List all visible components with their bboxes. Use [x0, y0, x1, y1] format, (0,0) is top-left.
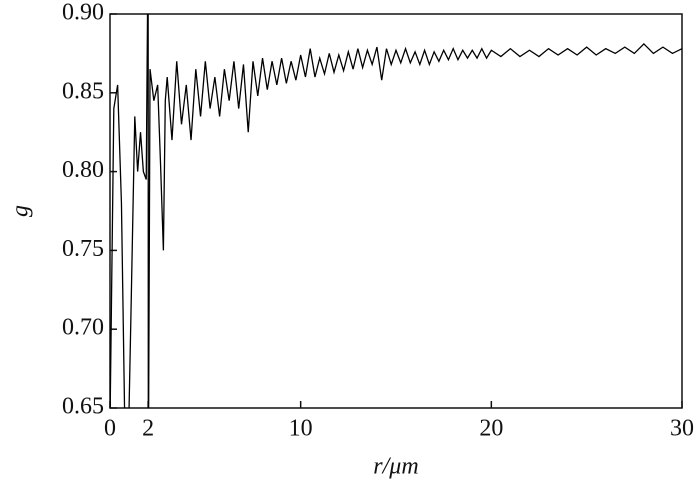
x-axis-label: r/μm [373, 454, 418, 480]
data-line [110, 14, 682, 408]
y-axis-label: g [8, 205, 34, 217]
plot-frame [109, 13, 683, 409]
y-tick-label: 0.80 [62, 157, 104, 183]
x-tick-label: 30 [670, 416, 694, 442]
y-tick-label: 0.90 [62, 0, 104, 26]
x-tick-label: 20 [479, 416, 503, 442]
x-tick-label: 2 [142, 416, 154, 442]
y-tick-label: 0.85 [62, 78, 104, 104]
x-tick-label: 0 [104, 416, 116, 442]
x-tick-label: 10 [289, 416, 313, 442]
y-tick-label: 0.75 [62, 236, 104, 262]
y-tick-label: 0.65 [62, 394, 104, 420]
y-tick-label: 0.70 [62, 315, 104, 341]
